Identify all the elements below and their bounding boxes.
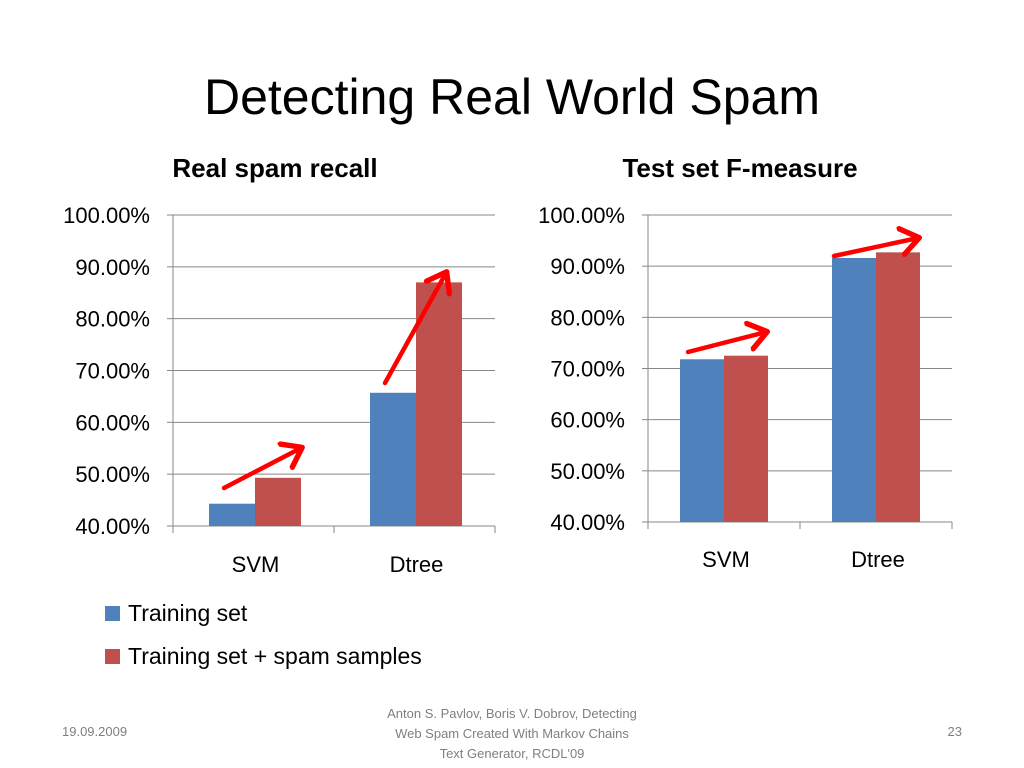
legend-item-training-set-spam-samples: Training set + spam samples: [105, 635, 422, 678]
bar-svm-training-set: [209, 503, 255, 526]
x-category-label-dtree: Dtree: [390, 552, 444, 577]
bar-svm-training-set-spam-samples: [724, 355, 768, 522]
bar-dtree-training-set: [832, 257, 876, 522]
y-tick-label: 100.00%: [63, 203, 150, 228]
chart-real-spam-recall: 40.00% 50.00% 60.00% 70.00% 80.00% 90.00% 100.…: [63, 203, 496, 577]
legend-item-training-set: Training set: [105, 592, 422, 635]
bar-svm-training-set: [680, 359, 724, 522]
x-category-label-svm: SVM: [702, 547, 750, 572]
trend-arrow-dtree: [382, 273, 446, 386]
y-tick-label: 40.00%: [75, 514, 150, 539]
y-tick-label: 90.00%: [550, 254, 625, 279]
trend-arrow-dtree: [831, 238, 918, 259]
footer-date: 19.09.2009: [62, 724, 128, 739]
y-tick-label: 50.00%: [550, 459, 625, 484]
x-category-label-dtree: Dtree: [851, 547, 905, 572]
y-tick-label: 80.00%: [75, 307, 150, 332]
y-tick-label: 90.00%: [75, 255, 150, 280]
x-category-label-svm: SVM: [232, 552, 280, 577]
bar-dtree-training-set: [370, 392, 416, 526]
legend-swatch-training-set-spam-samples: [105, 649, 120, 664]
chart-test-set-f-measure: 40.00% 50.00% 60.00% 70.00% 80.00% 90.00% 100.…: [538, 203, 953, 572]
trend-arrow-svm: [685, 332, 766, 355]
legend-label-training-set: Training set: [128, 600, 248, 626]
y-tick-label: 80.00%: [550, 305, 625, 330]
y-tick-label: 40.00%: [550, 510, 625, 535]
footer-page-number: 23: [947, 724, 962, 739]
legend-swatch-training-set: [105, 606, 120, 621]
y-tick-label: 100.00%: [538, 203, 625, 228]
legend-label-training-set-spam-samples: Training set + spam samples: [128, 643, 422, 669]
chart-title-real-spam-recall: Real spam recall: [172, 153, 378, 183]
legend: Training set Training set + spam samples: [105, 592, 422, 678]
y-tick-label: 50.00%: [75, 462, 150, 487]
bar-dtree-training-set-spam-samples: [416, 282, 462, 526]
bar-svm-training-set-spam-samples: [255, 477, 301, 526]
trend-arrow-svm: [221, 448, 301, 491]
y-tick-label: 60.00%: [75, 410, 150, 435]
y-tick-label: 70.00%: [75, 359, 150, 384]
bar-dtree-training-set-spam-samples: [876, 252, 920, 522]
footer-citation: Anton S. Pavlov, Boris V. Dobrov, Detect…: [387, 706, 637, 761]
y-tick-label: 70.00%: [550, 357, 625, 382]
slide-title: Detecting Real World Spam: [203, 69, 820, 125]
y-tick-label: 60.00%: [550, 408, 625, 433]
chart-title-test-set-f-measure: Test set F-measure: [622, 153, 858, 183]
